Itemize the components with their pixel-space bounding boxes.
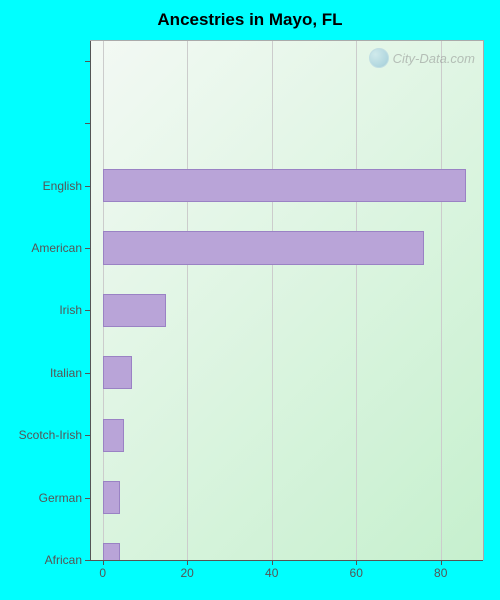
bar [103, 419, 124, 452]
gridline [441, 40, 442, 560]
bar [103, 543, 120, 560]
y-tick-label: American [0, 241, 82, 255]
gridline [187, 40, 188, 560]
gridline [272, 40, 273, 560]
gridline [356, 40, 357, 560]
y-tick-label: African [0, 553, 82, 567]
right-axis-line [483, 40, 484, 560]
x-axis-line [90, 560, 483, 561]
y-axis-line [90, 40, 91, 560]
watermark: City-Data.com [369, 48, 475, 68]
x-tick-label: 60 [350, 566, 363, 580]
y-tick-label: Scotch-Irish [0, 428, 82, 442]
chart-title: Ancestries in Mayo, FL [0, 10, 500, 30]
y-tick-label: Irish [0, 303, 82, 317]
x-tick-label: 20 [181, 566, 194, 580]
globe-icon [369, 48, 389, 68]
top-axis-line [90, 40, 483, 41]
y-tick-label: Italian [0, 366, 82, 380]
plot-area: City-Data.com [90, 40, 483, 560]
bar [103, 169, 466, 202]
bar [103, 356, 133, 389]
x-tick-label: 0 [99, 566, 106, 580]
bar [103, 481, 120, 514]
x-tick-label: 40 [265, 566, 278, 580]
x-tick-label: 80 [434, 566, 447, 580]
plot-inner [90, 40, 483, 560]
bar [103, 294, 166, 327]
bar [103, 231, 424, 264]
watermark-text: City-Data.com [393, 51, 475, 66]
y-tick-label: English [0, 179, 82, 193]
y-tick-label: German [0, 491, 82, 505]
